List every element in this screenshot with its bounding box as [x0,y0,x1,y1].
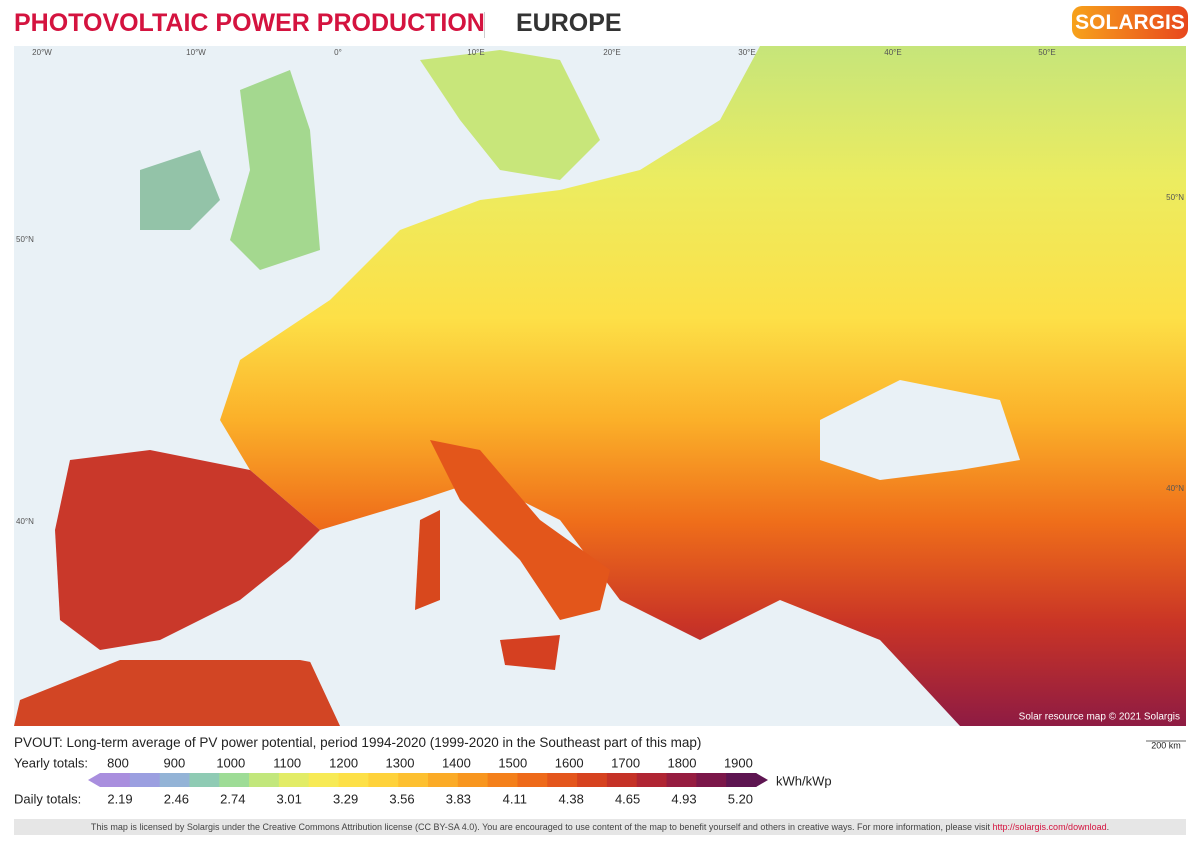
ramp-step [636,773,668,787]
separator [484,12,485,38]
footer: This map is licensed by Solargis under t… [14,819,1186,835]
daily-value: 2.46 [164,791,189,806]
lon-label: 10°W [186,48,206,57]
daily-value: 4.65 [615,791,640,806]
lat-label: 40°N [16,517,34,526]
great-britain [230,70,320,270]
region: EUROPE [516,9,622,37]
daily-value: 3.83 [446,791,471,806]
title: PHOTOVOLTAIC POWER PRODUCTION [14,9,485,37]
daily-value: 3.01 [277,791,302,806]
yearly-value: 1600 [555,755,584,770]
black-sea [820,380,1020,480]
ireland [140,150,220,230]
daily-value: 2.74 [220,791,245,806]
sardinia-corsica [415,510,440,610]
ramp-step [696,773,727,787]
ramp-step [577,773,608,787]
ramp-step [666,773,697,787]
scale-label: 200 km [1151,740,1181,750]
ramp-step [219,773,250,787]
yearly-value: 1500 [498,755,527,770]
yearly-label: Yearly totals: [14,755,88,770]
lon-label: 40°E [884,48,901,57]
lon-label: 50°E [1038,48,1055,57]
lon-label: 10°E [467,48,484,57]
legend-description: PVOUT: Long-term average of PV power pot… [14,735,702,750]
lon-label: 20°E [603,48,620,57]
ramp-step [517,773,548,787]
footer-link[interactable]: http://solargis.com/download [992,822,1107,832]
mediterranean [300,520,960,726]
continent [220,46,1186,726]
logo: SOLARGIS [1072,6,1188,39]
yearly-value: 1800 [668,755,697,770]
ramp-step [338,773,369,787]
lon-label: 20°W [32,48,52,57]
unit: kWh/kWp [776,773,832,788]
ramp-step [129,773,161,787]
daily-value: 5.20 [728,791,753,806]
footer-text: This map is licensed by Solargis under t… [90,822,993,832]
lat-label: 50°N [16,235,34,244]
yearly-value: 1200 [329,755,358,770]
daily-value: 2.19 [107,791,132,806]
map-credit: Solar resource map © 2021 Solargis [1019,712,1180,723]
ramp-step [547,773,578,787]
ramp-step [189,773,220,787]
yearly-value: 900 [164,755,186,770]
ramp-step [159,773,190,787]
ramp-step [428,773,459,787]
yearly-value: 1100 [273,755,301,770]
yearly-value: 1700 [611,755,640,770]
daily-value: 4.11 [503,791,527,806]
ramp-end [756,773,768,787]
daily-value: 4.38 [559,791,584,806]
ramp-step [278,773,310,787]
daily-value: 3.29 [333,791,358,806]
yearly-value: 1400 [442,755,471,770]
ramp-step [368,773,399,787]
daily-value: 3.56 [389,791,414,806]
map [14,46,1186,726]
sicily [500,635,560,670]
iberia [55,450,320,650]
lat-label: 40°N [1166,484,1184,493]
ramp-step [100,773,131,787]
ramp-step [457,773,489,787]
ramp-step [487,773,518,787]
ramp-end [88,773,100,787]
daily-label: Daily totals: [14,791,81,806]
lon-label: 30°E [738,48,755,57]
lat-label: 50°N [1166,193,1184,202]
ramp-step [398,773,429,787]
daily-value: 4.93 [671,791,696,806]
scandinavia [420,50,600,180]
ramp-step [249,773,280,787]
footer-end: . [1106,822,1110,832]
ramp-step [726,773,757,787]
yearly-value: 800 [107,755,129,770]
ramp-step [308,773,340,787]
yearly-value: 1000 [216,755,245,770]
ramp-step [606,773,638,787]
yearly-value: 1300 [386,755,415,770]
italy [430,440,610,620]
yearly-value: 1900 [724,755,753,770]
lon-label: 0° [334,48,342,57]
